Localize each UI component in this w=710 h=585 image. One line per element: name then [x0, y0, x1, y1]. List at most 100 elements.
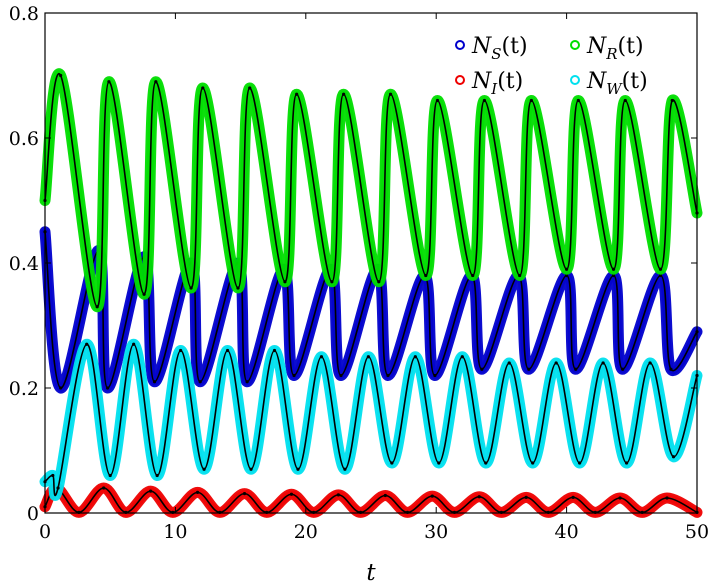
series-ni-point: [195, 490, 200, 494]
series-nr-point: [295, 92, 299, 96]
series-ni: [39, 482, 703, 518]
y-tick-label: 0: [27, 503, 39, 525]
series-nr-point: [236, 286, 240, 290]
series-ns-point: [59, 386, 63, 390]
series-nw-point: [484, 461, 488, 465]
y-tick-label: 0.4: [9, 253, 39, 275]
y-tick-label: 0.2: [9, 378, 39, 400]
series-nw-point: [56, 486, 60, 490]
series-ni-point: [102, 486, 106, 490]
series-nw-point: [225, 348, 230, 353]
series-ns-point: [669, 367, 673, 371]
series-ns-point: [433, 373, 437, 378]
series-nw-point: [460, 355, 464, 359]
series-layer: [39, 68, 703, 518]
series-nr-point: [330, 280, 334, 284]
series-nr-point: [59, 73, 63, 78]
series-nr-point: [529, 98, 533, 103]
series-ni-point: [665, 496, 669, 500]
x-tick-label: 20: [294, 521, 318, 543]
legend-item-ni: NI(t): [455, 69, 523, 98]
series-ns-point: [152, 380, 157, 384]
series-nr-point: [95, 305, 99, 309]
series-nr-point: [388, 92, 393, 96]
series-nw-point: [51, 473, 55, 478]
series-nw-point: [390, 461, 394, 465]
series-ni-point: [477, 495, 481, 499]
axes-layer: 0 10 20 30 40 50 0 0.2 0.4 0.6 0.8 t: [9, 3, 709, 585]
x-tick-label: 50: [685, 521, 709, 543]
series-nr-point: [201, 86, 205, 90]
x-tick-label: 10: [163, 521, 187, 543]
series-nr-point: [424, 273, 428, 278]
series-nr-point: [471, 273, 475, 278]
series-nw: [39, 338, 703, 501]
series-ni-point: [336, 493, 340, 497]
series-nw-point: [202, 467, 206, 471]
series-ni-point: [571, 495, 575, 499]
series-ns-point: [292, 373, 296, 378]
series-nw-point: [624, 461, 629, 465]
series-ns-point: [386, 373, 390, 378]
series-nw-point: [366, 355, 370, 359]
series-nw-point: [531, 461, 535, 465]
series-ns-point: [574, 367, 578, 371]
series-nr: [39, 68, 703, 313]
x-tick-label: 30: [424, 521, 448, 543]
series-nr-point: [283, 280, 287, 284]
series-nr-point: [611, 267, 616, 271]
x-axis-label: t: [366, 560, 376, 585]
series-nw-point: [437, 461, 441, 465]
series-nw-point: [507, 361, 511, 365]
series-ns-point: [480, 367, 484, 371]
series-ni-point: [618, 496, 622, 500]
series-ns-point: [527, 367, 531, 371]
legend-label: NW(t): [586, 69, 648, 98]
x-tick-label: 40: [555, 521, 579, 543]
series-nw-point: [343, 467, 347, 471]
y-tick-label: 0.6: [9, 128, 39, 150]
legend-label: NS(t): [471, 34, 528, 63]
series-ni-point: [430, 494, 434, 498]
series-nw-point: [85, 342, 89, 346]
series-nw-point: [554, 361, 558, 365]
series-ni-point: [149, 489, 153, 493]
series-nw-point: [132, 342, 136, 346]
series-nr-point: [670, 98, 674, 103]
legend-marker: [570, 40, 580, 50]
y-tick-label: 0.8: [9, 3, 39, 25]
series-ns-point: [621, 367, 625, 371]
series-nw-point: [413, 355, 417, 359]
series-nr-point: [518, 273, 522, 278]
series-nr-point: [377, 280, 381, 284]
series-ni-point: [383, 493, 387, 498]
series-ns-point: [198, 380, 202, 384]
series-nr-point: [154, 80, 158, 84]
series-nw-point: [155, 473, 159, 478]
legend-item-nr: NR(t): [570, 34, 644, 63]
series-nw-point: [648, 361, 652, 365]
series-nw-point: [601, 361, 605, 365]
series-nr-point: [342, 92, 346, 96]
series-nr-point: [576, 98, 580, 103]
series-nw-point: [671, 455, 676, 459]
series-ni-point: [524, 495, 528, 499]
series-ns-point: [339, 373, 343, 378]
legend-item-ns: NS(t): [455, 34, 528, 63]
legend-item-nw: NW(t): [570, 69, 648, 98]
legend-label: NI(t): [471, 69, 523, 98]
series-nw-point: [296, 467, 300, 471]
legend: NS(t) NR(t) NI(t) NW(t): [455, 34, 648, 98]
series-nw-point: [578, 461, 582, 465]
series-nr-point: [248, 86, 252, 90]
series-nr-point: [189, 286, 193, 290]
series-nw-point: [272, 348, 277, 353]
series-nw-point: [108, 473, 112, 478]
series-nr-point: [435, 98, 440, 103]
series-nw-point: [249, 467, 253, 471]
legend-label: NR(t): [586, 34, 644, 63]
series-ni-point: [242, 492, 247, 496]
series-ns-point: [245, 380, 249, 384]
legend-marker: [455, 40, 465, 50]
